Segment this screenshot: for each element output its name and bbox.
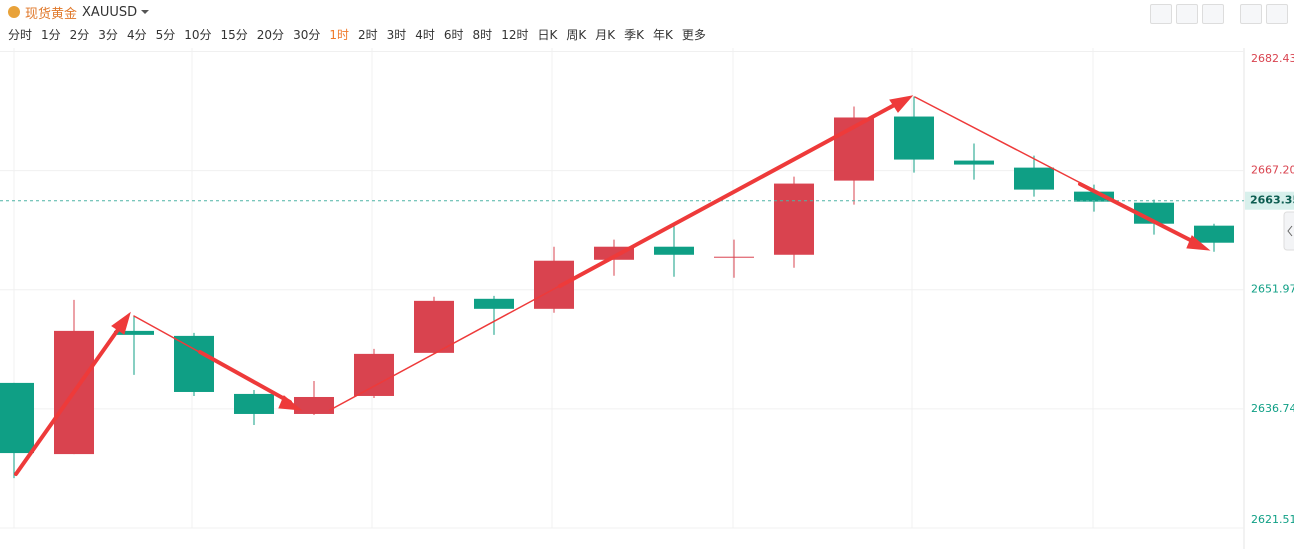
dropdown-caret [141,10,150,14]
y-tick-label: 2667.20 [1251,164,1294,177]
tool-button[interactable] [1202,4,1224,24]
symbol-code: XAUUSD [82,4,138,20]
period-tab[interactable]: 分时 [8,28,33,42]
candle-body [774,183,814,255]
candle-body [354,353,394,396]
symbol-header[interactable]: 现货黄金 XAUUSD [8,2,150,22]
candle-body [534,260,574,309]
candle-body [1014,167,1054,190]
side-tab[interactable] [1283,211,1294,251]
period-tab[interactable]: 3分 [98,28,118,42]
candle-body [0,382,34,454]
period-tab[interactable]: 年K [652,28,673,42]
candle-body [234,393,274,414]
period-tab[interactable]: 12时 [501,28,529,42]
period-tab[interactable]: 10分 [184,28,212,42]
tool-button[interactable] [1266,4,1288,24]
symbol-name: 现货黄金 [25,6,78,22]
candle-body [174,335,214,392]
candle-body [294,396,334,414]
period-tab[interactable]: 20分 [256,28,285,42]
current-price-label: 2663.35 [1250,194,1294,207]
period-tab[interactable]: 1时 [329,28,349,42]
period-tab[interactable]: 周K [566,28,587,42]
y-tick-label: 2621.51 [1251,513,1294,526]
candle-body [714,256,754,258]
candle-body [654,246,694,255]
y-tick-label: 2651.97 [1251,283,1294,296]
period-tab[interactable]: 4时 [415,28,435,42]
period-tab[interactable]: 4分 [126,28,147,42]
period-tab[interactable]: 月K [595,28,616,42]
symbol-icon [8,6,20,18]
period-tab[interactable]: 季K [624,28,644,42]
period-tab[interactable]: 15分 [220,28,248,42]
candle-body [414,300,454,353]
candle-body [474,298,514,309]
period-tab[interactable]: 2时 [357,28,378,42]
annotation-arrows [14,95,1211,476]
period-tabs: 分时 1分 2分 3分 4分 5分 10分 15分 20分 30分 1时 2时 3时 4时 6时 8时 12时日… [8,26,706,43]
current-price-box [1245,191,1294,210]
period-tab[interactable]: 1分 [41,28,61,42]
period-tab[interactable]: 2分 [69,28,90,42]
candle-body [114,330,154,335]
period-tab[interactable]: 6时 [443,28,464,42]
candle-body [894,116,934,160]
tool-button[interactable] [1150,4,1172,24]
period-tab[interactable]: 3时 [386,28,407,42]
candle-body [1194,225,1234,243]
candle-body [1074,191,1114,202]
period-tab[interactable]: 更多 [681,28,706,42]
candle-body [954,160,994,165]
toolbar [1150,4,1288,24]
period-tab[interactable]: 日K [537,28,558,42]
period-tab[interactable]: 30分 [293,28,321,42]
tool-button[interactable] [1176,4,1198,24]
y-tick-label: 2636.74 [1251,402,1294,415]
period-tab[interactable]: 5分 [155,28,176,42]
tool-button[interactable] [1240,4,1262,24]
y-tick-label: 2682.43 [1251,52,1294,65]
period-tab[interactable]: 8时 [472,28,493,42]
